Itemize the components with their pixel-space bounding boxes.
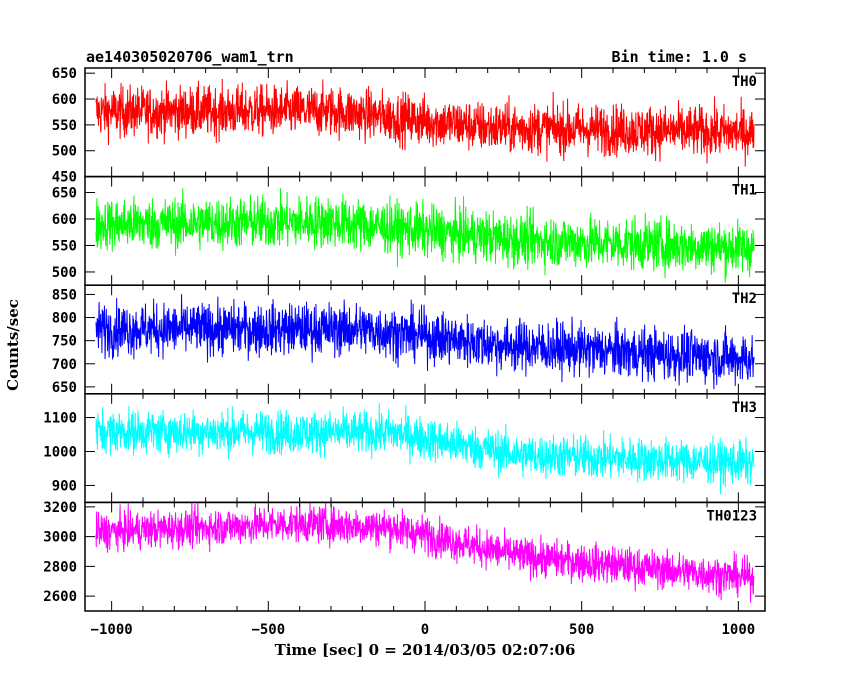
panel-th0: 450 500 550 600 650 TH0 [52, 66, 766, 186]
y-tick-label: 650 [52, 66, 77, 82]
panel-label: TH3 [732, 400, 757, 416]
panel-th2: 650 700 750 800 850 TH2 [52, 284, 766, 396]
series-line-th0 [95, 78, 755, 167]
y-tick-label: 800 [52, 311, 77, 327]
panels: 450 500 550 600 650 TH0 500 550 600 650 TH1 650 700 7… [43, 66, 766, 638]
chart-title: ae140305020706_wam1_trn [86, 48, 294, 66]
y-tick-label: 700 [52, 357, 77, 373]
bin-time-label: Bin time: 1.0 s [612, 48, 747, 66]
panel-th1: 500 550 600 650 TH1 [52, 175, 766, 286]
y-tick-label: 850 [52, 287, 77, 303]
y-tick-label: 500 [52, 144, 77, 160]
x-tick-label: 1000 [722, 622, 756, 638]
y-axis-label: Counts/sec [4, 299, 22, 391]
y-tick-label: 650 [52, 380, 77, 396]
y-tick-label: 650 [52, 185, 77, 201]
x-tick-label: −1000 [91, 622, 133, 638]
y-tick-label: 550 [52, 238, 77, 254]
y-tick-label: 500 [52, 265, 77, 281]
y-tick-label: 600 [52, 212, 77, 228]
x-tick-label: 500 [569, 622, 594, 638]
y-tick-label: 550 [52, 118, 77, 134]
panel-th0123: 2600 2800 3000 3200 TH0123 [43, 500, 766, 612]
y-tick-label: 1100 [43, 411, 77, 427]
x-tick-label: −500 [251, 622, 285, 638]
y-tick-label: 3200 [43, 500, 77, 516]
panel-th3: 900 1000 1100 TH3 [43, 393, 766, 504]
x-axis-label: Time [sec] 0 = 2014/03/05 02:07:06 [275, 641, 576, 659]
y-tick-label: 2600 [43, 589, 77, 605]
panel-label: TH2 [732, 291, 757, 307]
y-tick-label: 2800 [43, 559, 77, 575]
y-tick-label: 600 [52, 92, 77, 108]
panel-label: TH1 [732, 183, 757, 199]
y-tick-label: 900 [52, 478, 77, 494]
series-line-th3 [95, 402, 755, 495]
y-tick-label: 1000 [43, 444, 77, 460]
y-tick-label: 3000 [43, 530, 77, 546]
y-tick-label: 450 [52, 170, 77, 186]
series-line-th0123 [95, 502, 755, 603]
series-line-th1 [95, 188, 755, 283]
x-tick-label: 0 [421, 622, 429, 638]
panel-label: TH0 [732, 74, 757, 90]
series-line-th2 [95, 294, 755, 390]
panel-label: TH0123 [706, 508, 757, 524]
y-tick-label: 750 [52, 334, 77, 350]
